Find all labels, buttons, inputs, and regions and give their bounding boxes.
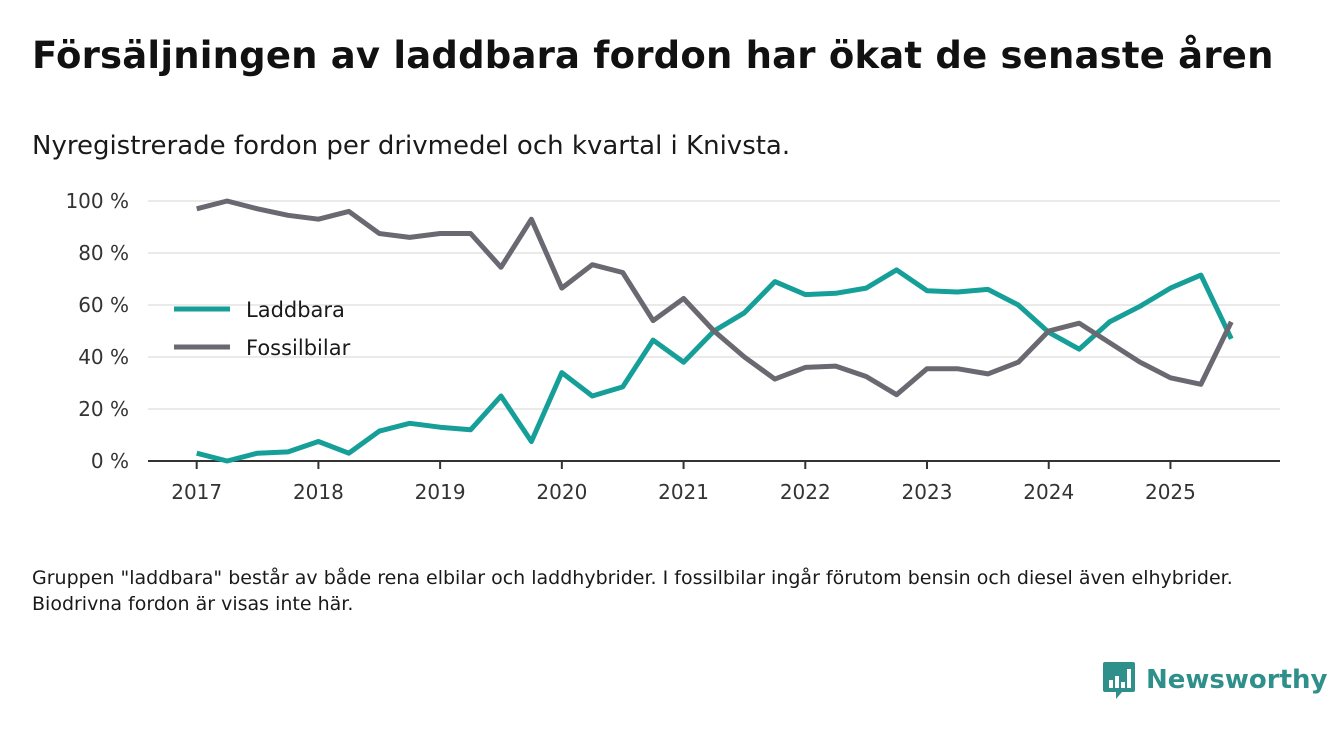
x-axis: 2017 2018 2019 2020 2021 2022 2023 2024 2025	[148, 460, 1280, 504]
chart-title: Försäljningen av laddbara fordon har öka…	[32, 34, 1274, 77]
x-tick-label: 2021	[658, 480, 709, 504]
series-lines	[196, 198, 1234, 464]
legend: Laddbara Fossilbilar	[174, 298, 351, 360]
y-tick-label: 0 %	[91, 449, 129, 473]
x-tick-label: 2017	[171, 480, 222, 504]
line-chart: 0 % 20 % 40 % 60 % 80 % 100 % 2017 2018 2019 202…	[65, 189, 1280, 504]
y-tick-label: 40 %	[78, 345, 129, 369]
footnote: Gruppen "laddbara" består av både rena e…	[32, 567, 1233, 615]
x-tick-label: 2018	[293, 480, 344, 504]
legend-label: Laddbara	[246, 298, 345, 322]
brand-name: Newsworthy	[1146, 665, 1328, 695]
grid	[148, 200, 1280, 410]
y-tick-label: 100 %	[65, 189, 129, 213]
y-tick-label: 80 %	[78, 241, 129, 265]
brand[interactable]: Newsworthy	[1102, 660, 1327, 700]
y-axis: 0 % 20 % 40 % 60 % 80 % 100 %	[65, 189, 129, 473]
x-tick-label: 2024	[1023, 480, 1074, 504]
x-tick-label: 2022	[780, 480, 831, 504]
x-tick-label: 2020	[536, 480, 587, 504]
newsworthy-logo-icon	[1103, 662, 1135, 699]
x-tick-label: 2025	[1145, 480, 1196, 504]
chart-subtitle: Nyregistrerade fordon per drivmedel och …	[32, 131, 791, 161]
series-line-laddbara	[196, 267, 1234, 464]
series-line-fossilbilar	[196, 198, 1234, 398]
legend-label: Fossilbilar	[246, 336, 351, 360]
y-tick-label: 60 %	[78, 293, 129, 317]
x-tick-label: 2019	[415, 480, 466, 504]
x-tick-label: 2023	[902, 480, 953, 504]
y-tick-label: 20 %	[78, 397, 129, 421]
